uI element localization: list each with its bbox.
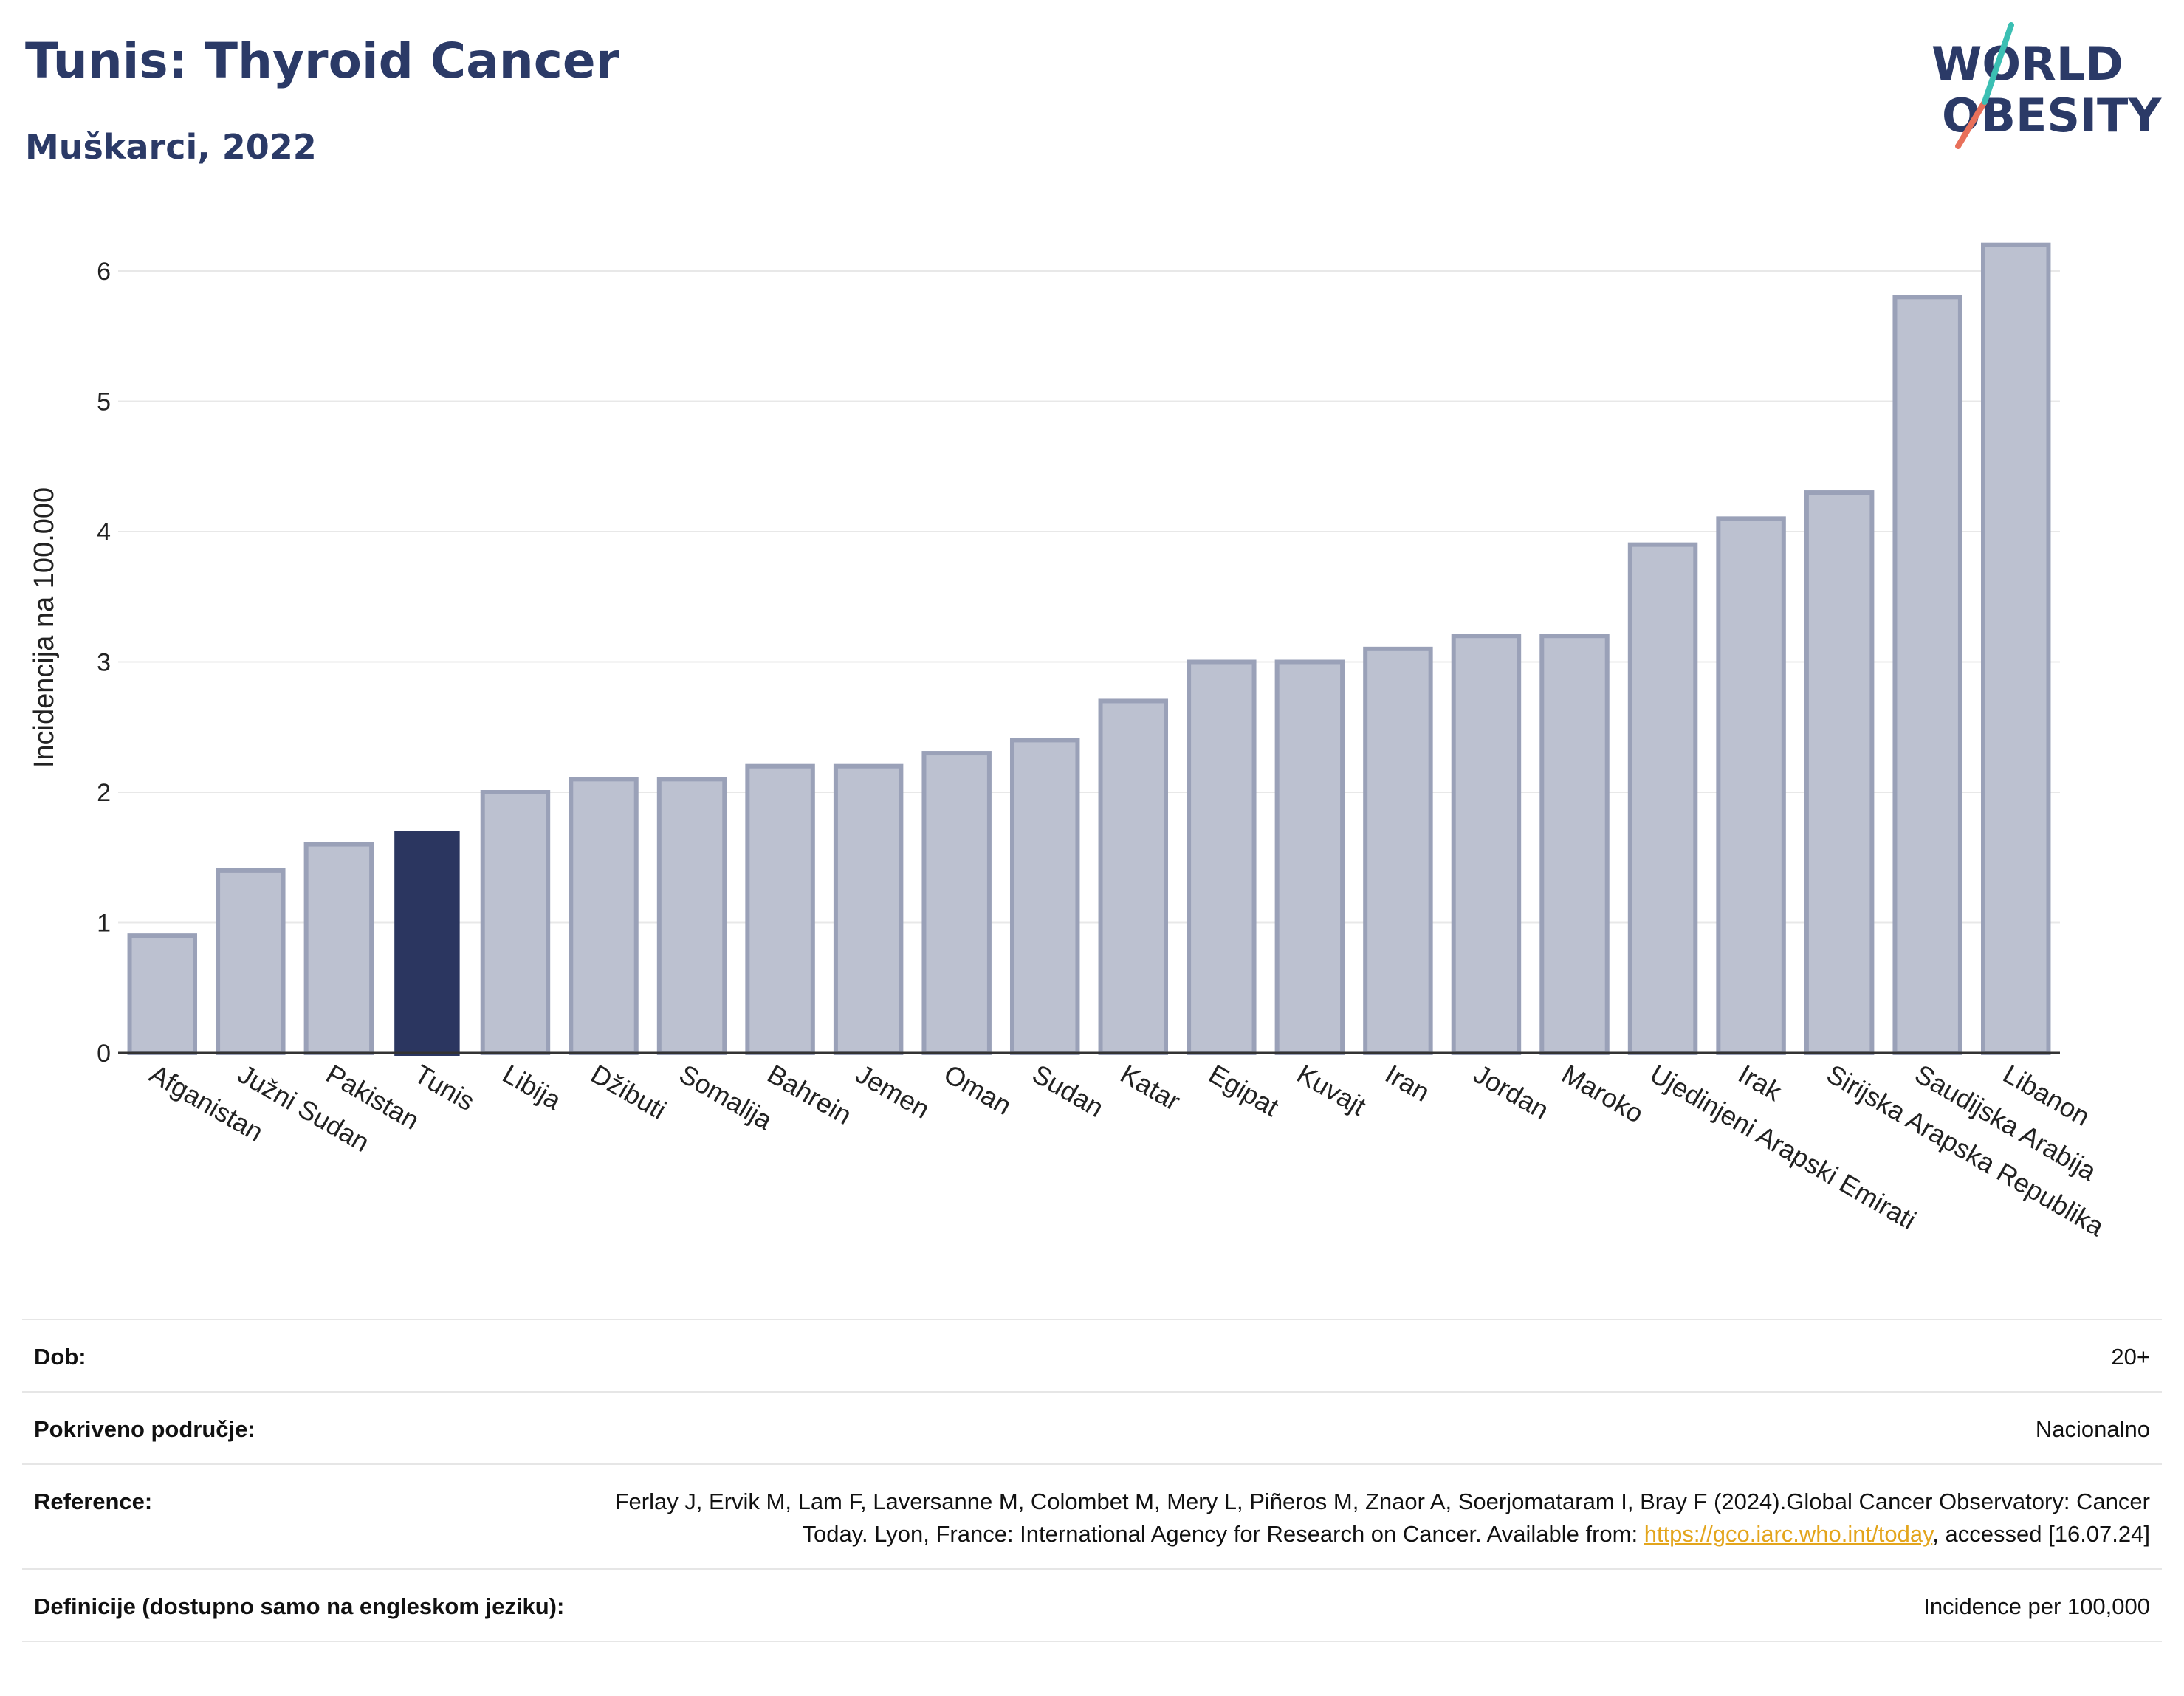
reference-link[interactable]: https://gco.iarc.who.int/today — [1644, 1521, 1933, 1547]
x-tick-label: Libija — [498, 1058, 567, 1116]
bar — [1451, 634, 1522, 1055]
x-tick-label: Katar — [1116, 1058, 1186, 1116]
x-tick-label: Jordan — [1469, 1058, 1554, 1125]
x-tick-label: Bahrein — [763, 1058, 857, 1130]
reference-text: Ferlay J, Ervik M, Lam F, Laversanne M, … — [614, 1489, 2150, 1547]
meta-value: 20+ — [2111, 1344, 2150, 1370]
metadata-table: Dob: 20+ Pokriveno područje: Nacionalno … — [22, 1319, 2162, 1642]
bar — [1187, 659, 1257, 1055]
bar — [569, 777, 639, 1055]
bar — [394, 831, 460, 1056]
x-tick-label: Egipat — [1203, 1058, 1284, 1122]
y-tick-label: 5 — [97, 388, 111, 416]
bar — [1892, 295, 1962, 1055]
bar — [480, 790, 551, 1055]
y-axis-label: Incidencija na 100.000 — [29, 487, 60, 768]
bar — [833, 763, 904, 1055]
meta-row-reference: Reference: Ferlay J, Ervik M, Lam F, Lav… — [22, 1463, 2162, 1568]
y-tick-label: 2 — [97, 779, 111, 807]
logo-slash-teal — [1982, 22, 2014, 105]
meta-row-age: Dob: 20+ — [22, 1319, 2162, 1391]
meta-row-coverage: Pokriveno područje: Nacionalno — [22, 1391, 2162, 1463]
meta-label: Pokriveno područje: — [34, 1416, 255, 1442]
x-tick-label: Maroko — [1557, 1058, 1649, 1129]
bar — [1716, 516, 1786, 1055]
meta-value: Nacionalno — [2035, 1416, 2150, 1442]
x-tick-label: Jemen — [851, 1058, 935, 1125]
meta-label: Dob: — [34, 1344, 86, 1370]
bar — [1980, 242, 2051, 1056]
bar — [921, 751, 992, 1055]
x-tick-label: Kuvajt — [1292, 1058, 1371, 1122]
bar — [656, 777, 727, 1055]
x-tick-label: Irak — [1734, 1058, 1788, 1107]
logo-slash-red — [1955, 99, 1988, 149]
bar — [1539, 634, 1610, 1055]
bars — [118, 242, 2060, 1056]
y-tick-labels: 0 1 2 3 4 5 6 — [97, 258, 111, 1068]
x-tick-label: Iran — [1380, 1058, 1435, 1108]
x-tick-label: Oman — [939, 1058, 1017, 1121]
bar — [1009, 738, 1080, 1056]
bar — [1804, 490, 1875, 1055]
x-tick-label: Džibuti — [586, 1058, 672, 1125]
x-tick-label: Somalija — [674, 1058, 778, 1136]
bar — [1627, 542, 1698, 1055]
meta-value: Ferlay J, Ervik M, Lam F, Laversanne M, … — [600, 1486, 2150, 1551]
bar — [745, 763, 815, 1055]
bar — [1274, 659, 1345, 1055]
page-subtitle: Muškarci, 2022 — [25, 127, 317, 167]
meta-label: Definicije (dostupno samo na engleskom j… — [34, 1593, 565, 1619]
bar — [303, 842, 374, 1055]
y-tick-label: 1 — [97, 910, 111, 938]
x-tick-label: Sudan — [1027, 1058, 1109, 1123]
y-tick-label: 6 — [97, 258, 111, 286]
bar — [127, 933, 198, 1056]
y-tick-label: 3 — [97, 649, 111, 677]
y-tick-label: 0 — [97, 1040, 111, 1068]
meta-label: Reference: — [34, 1489, 153, 1514]
logo-text-line1: WORLD — [1931, 37, 2123, 91]
bar — [1098, 698, 1169, 1055]
page-title: Tunis: Thyroid Cancer — [25, 32, 620, 89]
y-tick-label: 4 — [97, 518, 111, 546]
meta-row-definitions: Definicije (dostupno samo na engleskom j… — [22, 1568, 2162, 1642]
bar — [1363, 646, 1433, 1055]
world-obesity-logo: WORLD OBESITY — [1931, 22, 2162, 149]
meta-value: Incidence per 100,000 — [1923, 1593, 2150, 1619]
bar — [216, 868, 286, 1056]
reference-accessed: , accessed [16.07.24] — [1932, 1521, 2150, 1547]
